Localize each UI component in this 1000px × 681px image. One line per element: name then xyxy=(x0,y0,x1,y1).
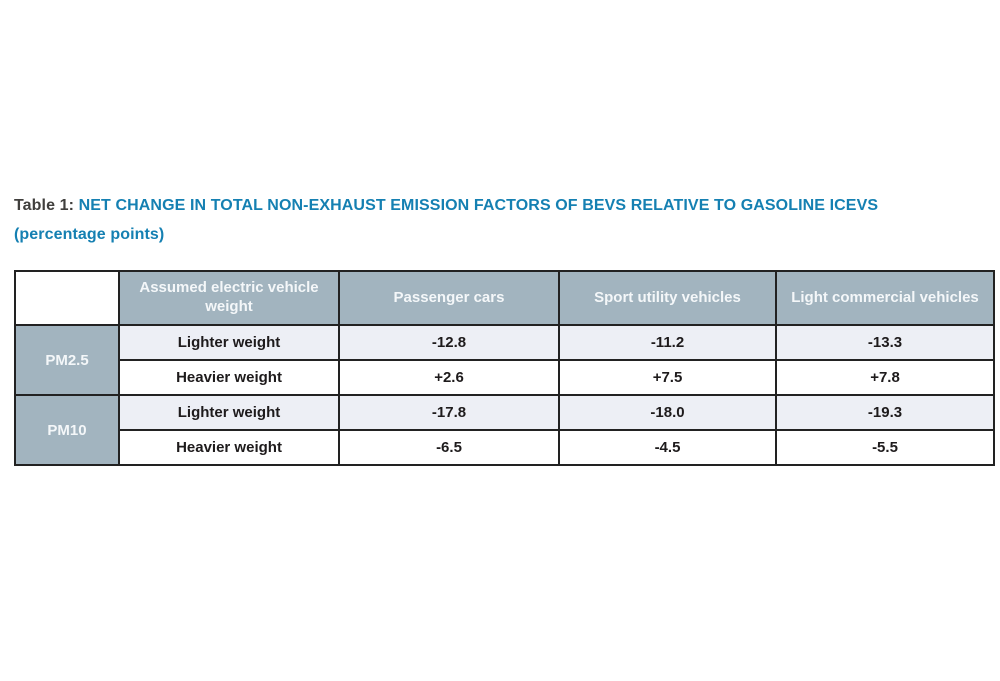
col-header-sport-utility-vehicles: Sport utility vehicles xyxy=(558,270,777,326)
value-cell: -11.2 xyxy=(558,324,777,361)
value-cell: -6.5 xyxy=(338,429,560,466)
table-row-pm25-heavier: Heavier weight +2.6 +7.5 +7.8 xyxy=(15,359,995,396)
value-cell: -13.3 xyxy=(775,324,995,361)
value-cell: +2.6 xyxy=(338,359,560,396)
col-header-light-commercial-vehicles: Light commercial vehicles xyxy=(775,270,995,326)
weight-cell: Heavier weight xyxy=(118,359,340,396)
corner-cell xyxy=(14,270,120,326)
table-row-pm10-lighter: PM10 Lighter weight -17.8 -18.0 -19.3 xyxy=(14,394,995,466)
weight-cell: Lighter weight xyxy=(118,394,340,431)
value-cell: -17.8 xyxy=(338,394,560,431)
value-cell: -5.5 xyxy=(775,429,995,466)
value-cell: -19.3 xyxy=(775,394,995,431)
caption-line-1: Table 1: NET CHANGE IN TOTAL NON-EXHAUST… xyxy=(14,196,974,216)
header-row: Assumed electric vehicle weight Passenge… xyxy=(14,270,995,326)
weight-cell: Heavier weight xyxy=(118,429,340,466)
table-row-pm25-lighter: PM2.5 Lighter weight -12.8 -11.2 -13.3 xyxy=(14,324,995,396)
caption-title: NET CHANGE IN TOTAL NON-EXHAUST EMISSION… xyxy=(78,197,879,214)
weight-cell: Lighter weight xyxy=(118,324,340,361)
table-row-pm10-heavier: Heavier weight -6.5 -4.5 -5.5 xyxy=(15,429,995,466)
col-header-passenger-cars: Passenger cars xyxy=(338,270,560,326)
value-cell: +7.8 xyxy=(775,359,995,396)
caption-prefix: Table 1: xyxy=(14,197,79,214)
col-header-assumed-weight: Assumed electric vehicle weight xyxy=(118,270,340,326)
value-cell: +7.5 xyxy=(558,359,777,396)
row-group-label-pm25: PM2.5 xyxy=(14,324,120,396)
emissions-table: Assumed electric vehicle weight Passenge… xyxy=(14,270,995,466)
caption-units: (percentage points) xyxy=(14,226,165,243)
table-caption: Table 1: NET CHANGE IN TOTAL NON-EXHAUST… xyxy=(14,196,974,245)
value-cell: -4.5 xyxy=(558,429,777,466)
value-cell: -12.8 xyxy=(338,324,560,361)
row-group-label-pm10: PM10 xyxy=(14,394,120,466)
value-cell: -18.0 xyxy=(558,394,777,431)
caption-line-2: (percentage points) xyxy=(14,225,974,245)
